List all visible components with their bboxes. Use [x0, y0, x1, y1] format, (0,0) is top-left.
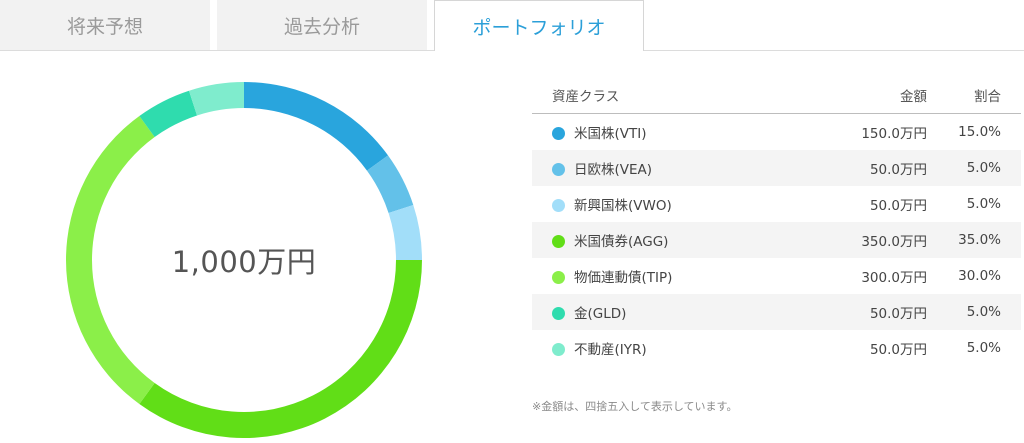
header-asset-class: 資産クラス — [532, 77, 797, 114]
tab-portfolio[interactable]: ポートフォリオ — [434, 0, 644, 51]
asset-ratio: 5.0% — [966, 196, 1001, 212]
table-row: 日欧株(VEA) 50.0万円 5.0% — [532, 150, 1021, 186]
asset-ratio: 15.0% — [958, 124, 1001, 140]
asset-name: 物価連動債(TIP) — [574, 270, 673, 286]
donut-slice-5 — [139, 90, 198, 138]
donut-slice-3 — [139, 260, 422, 438]
header-amount: 金額 — [797, 77, 927, 114]
rounding-note: ※金額は、四捨五入して表示しています。 — [532, 400, 738, 413]
header-ratio: 割合 — [927, 77, 1021, 114]
legend-color-dot — [552, 163, 565, 176]
asset-ratio: 30.0% — [958, 268, 1001, 284]
asset-name: 金(GLD) — [574, 306, 627, 322]
asset-ratio: 5.0% — [927, 294, 1021, 330]
asset-name-cell: 米国株(VTI) — [532, 114, 797, 151]
table-row: 米国株(VTI) 150.0万円 15.0% — [532, 114, 1021, 151]
donut-slice-2 — [388, 204, 422, 260]
asset-ratio: 5.0% — [966, 340, 1001, 356]
donut-svg — [66, 82, 422, 438]
tab-past-analysis[interactable]: 過去分析 — [217, 0, 427, 50]
total-amount: 1,000万円 — [171, 245, 317, 279]
allocation-donut-chart: 1,000万円 — [66, 82, 422, 438]
asset-ratio: 35.0% — [927, 222, 1021, 258]
legend-color-dot — [552, 199, 565, 212]
table-row: 不動産(IYR) 50.0万円 5.0% — [532, 330, 1021, 366]
legend-color-dot — [552, 307, 565, 320]
asset-ratio: 5.0% — [927, 150, 1021, 186]
asset-name-cell: 金(GLD) — [532, 294, 797, 330]
table-row: 物価連動債(TIP) 300.0万円 30.0% — [532, 258, 1021, 294]
legend-color-dot — [552, 271, 565, 284]
asset-amount: 50.0万円 — [797, 150, 927, 186]
tab-bar: 将来予想 過去分析 ポートフォリオ — [0, 0, 1024, 51]
asset-name-cell: 米国債券(AGG) — [532, 222, 797, 258]
donut-slice-0 — [244, 82, 389, 171]
asset-name: 日欧株(VEA) — [574, 162, 653, 178]
table-header-row: 資産クラス 金額 割合 — [532, 77, 1021, 114]
asset-name: 不動産(IYR) — [574, 342, 647, 358]
asset-name: 米国債券(AGG) — [574, 234, 669, 250]
table-row: 米国債券(AGG) 350.0万円 35.0% — [532, 222, 1021, 258]
table-row: 金(GLD) 50.0万円 5.0% — [532, 294, 1021, 330]
asset-amount: 50.0万円 — [869, 198, 927, 214]
legend-color-dot — [552, 235, 565, 248]
tab-forecast[interactable]: 将来予想 — [0, 0, 210, 50]
legend-color-dot — [552, 343, 565, 356]
asset-amount: 50.0万円 — [869, 342, 927, 358]
legend-color-dot — [552, 127, 565, 140]
donut-slice-4 — [66, 115, 155, 405]
asset-name: 新興国株(VWO) — [574, 198, 672, 214]
donut-slice-6 — [188, 82, 244, 116]
asset-name-cell: 物価連動債(TIP) — [532, 258, 797, 294]
asset-name-cell: 日欧株(VEA) — [532, 150, 797, 186]
table-row: 新興国株(VWO) 50.0万円 5.0% — [532, 186, 1021, 222]
asset-amount: 350.0万円 — [797, 222, 927, 258]
donut-slice-1 — [366, 155, 414, 214]
asset-name: 米国株(VTI) — [574, 126, 647, 142]
asset-amount: 300.0万円 — [861, 270, 927, 286]
asset-name-cell: 不動産(IYR) — [532, 330, 797, 366]
asset-amount: 50.0万円 — [797, 294, 927, 330]
allocation-table: 資産クラス 金額 割合 米国株(VTI) 150.0万円 15.0% 日欧株(VEA)… — [532, 77, 1021, 366]
asset-amount: 150.0万円 — [861, 126, 927, 142]
asset-name-cell: 新興国株(VWO) — [532, 186, 797, 222]
